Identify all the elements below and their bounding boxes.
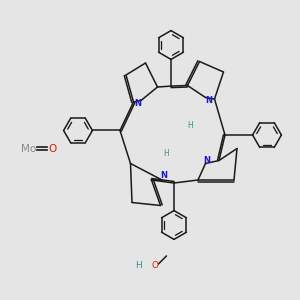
Text: N: N <box>203 156 211 165</box>
Text: N: N <box>205 96 212 105</box>
Text: H: H <box>188 122 194 130</box>
Text: N: N <box>160 171 167 180</box>
Text: H: H <box>164 148 169 158</box>
Text: O: O <box>151 261 158 270</box>
Text: N: N <box>134 99 142 108</box>
Text: Mo: Mo <box>21 143 36 154</box>
Text: O: O <box>48 143 57 154</box>
Text: H: H <box>135 261 141 270</box>
